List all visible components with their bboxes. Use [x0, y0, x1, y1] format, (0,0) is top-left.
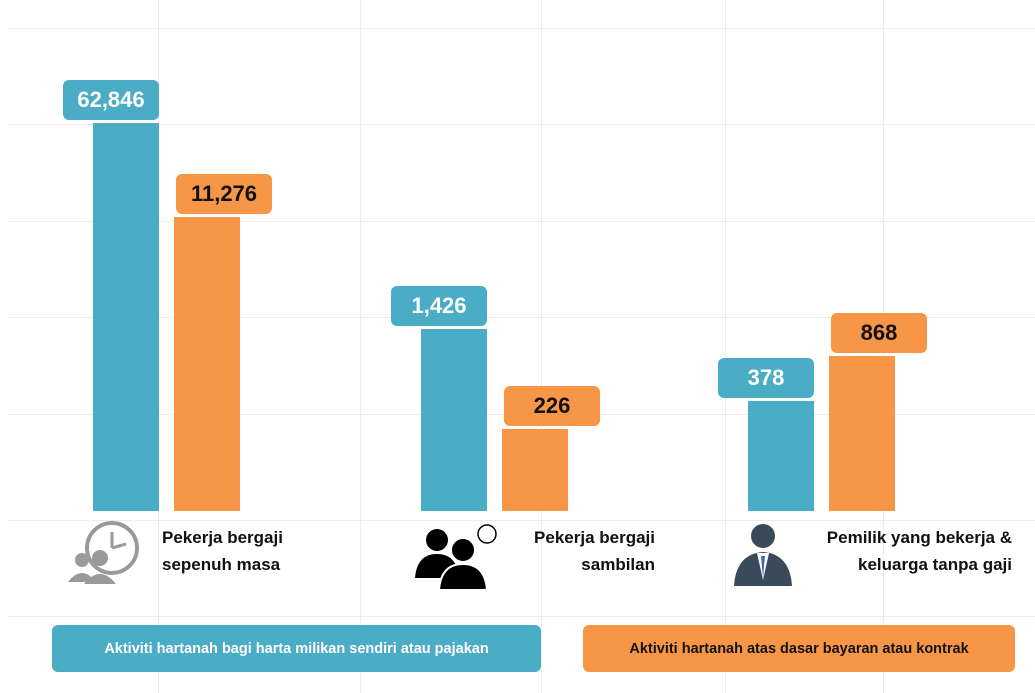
grid-line [8, 221, 1035, 222]
grid-line [725, 0, 726, 693]
category-label: Pekerja bergaji sepenuh masa [162, 528, 283, 574]
bar [829, 355, 895, 511]
grid-line [360, 0, 361, 693]
data-label: 11,276 [176, 173, 272, 214]
data-label: 226 [504, 386, 600, 427]
legend-entry: Aktiviti hartanah atas dasar bayaran ata… [583, 625, 1015, 672]
data-label: 1,426 [391, 285, 487, 326]
people-icon [415, 524, 497, 591]
businessman-icon [734, 524, 792, 586]
bar [93, 123, 159, 511]
clock-people-icon [68, 521, 139, 584]
grid-line [8, 520, 1035, 521]
grid-line [8, 317, 1035, 318]
grid-line [8, 616, 1035, 617]
data-label: 868 [831, 312, 927, 353]
data-label: 62,846 [63, 80, 159, 121]
category-label: Pekerja bergaji sambilan [534, 528, 655, 574]
grid-line [8, 124, 1035, 125]
bar [174, 216, 240, 511]
bar [748, 401, 814, 511]
bar [421, 328, 487, 511]
bar [502, 429, 568, 511]
grid-line [8, 28, 1035, 29]
grid-line [541, 0, 542, 693]
legend-entry: Aktiviti hartanah bagi harta milikan sen… [52, 625, 541, 672]
data-label: 378 [718, 358, 814, 399]
category-label: Pemilik yang bekerja & keluarga tanpa ga… [826, 528, 1012, 574]
